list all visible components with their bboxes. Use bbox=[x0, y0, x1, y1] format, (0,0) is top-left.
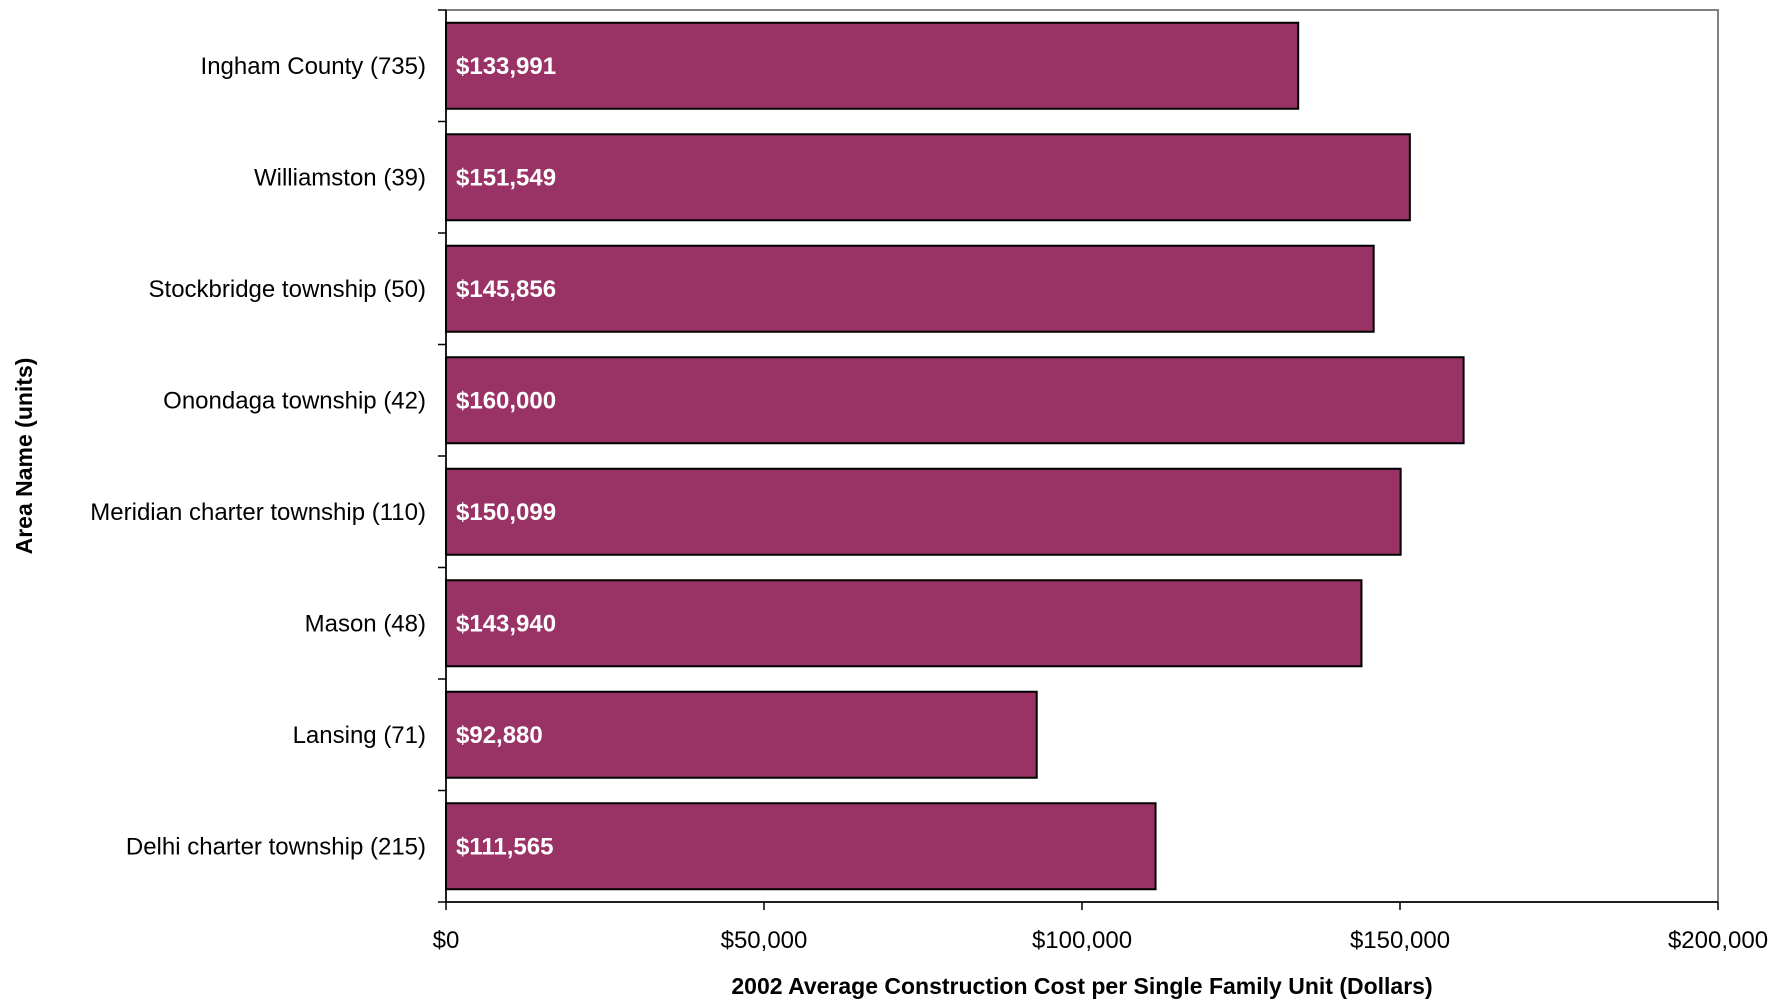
bar bbox=[445, 356, 1465, 445]
bar-value-label: $160,000 bbox=[456, 387, 556, 414]
bar-value-label: $111,565 bbox=[456, 833, 553, 860]
bar bbox=[445, 467, 1402, 556]
category-label: Lansing (71) bbox=[293, 722, 426, 749]
bar-value-label: $151,549 bbox=[456, 164, 556, 191]
category-label: Delhi charter township (215) bbox=[126, 833, 426, 860]
category-label: Meridian charter township (110) bbox=[90, 499, 426, 526]
bar bbox=[445, 690, 1038, 779]
bar bbox=[445, 21, 1300, 110]
x-axis: $0 $50,000 $100,000 $150,000 $200,000 bbox=[433, 901, 1768, 954]
bar-value-label: $143,940 bbox=[456, 610, 556, 637]
x-axis-title: 2002 Average Construction Cost per Singl… bbox=[731, 973, 1432, 999]
bar bbox=[445, 579, 1363, 668]
bar bbox=[445, 133, 1411, 222]
category-label: Williamston (39) bbox=[254, 164, 426, 191]
bar-value-label: $92,880 bbox=[456, 722, 543, 749]
category-label: Ingham County (735) bbox=[201, 53, 426, 80]
x-tick-label: $0 bbox=[433, 927, 460, 954]
y-axis-title: Area Name (units) bbox=[11, 358, 37, 555]
category-label: Mason (48) bbox=[305, 610, 426, 637]
x-tick-label: $200,000 bbox=[1668, 927, 1768, 954]
bar bbox=[445, 802, 1157, 891]
bar-value-label: $150,099 bbox=[456, 499, 556, 526]
bar-value-label: $133,991 bbox=[456, 53, 556, 80]
category-label: Stockbridge township (50) bbox=[149, 276, 426, 303]
x-tick-label: $100,000 bbox=[1032, 927, 1132, 954]
category-label: Onondaga township (42) bbox=[163, 387, 426, 414]
bars-group: $133,991 $151,549 $145,856 $160,000 $150,099… bbox=[445, 21, 1465, 891]
y-axis: Ingham County (735) Williamston (39) Stock… bbox=[90, 9, 447, 903]
x-tick-label: $50,000 bbox=[721, 927, 808, 954]
bar-value-label: $145,856 bbox=[456, 276, 556, 303]
bar bbox=[445, 244, 1375, 333]
x-tick-label: $150,000 bbox=[1350, 927, 1450, 954]
